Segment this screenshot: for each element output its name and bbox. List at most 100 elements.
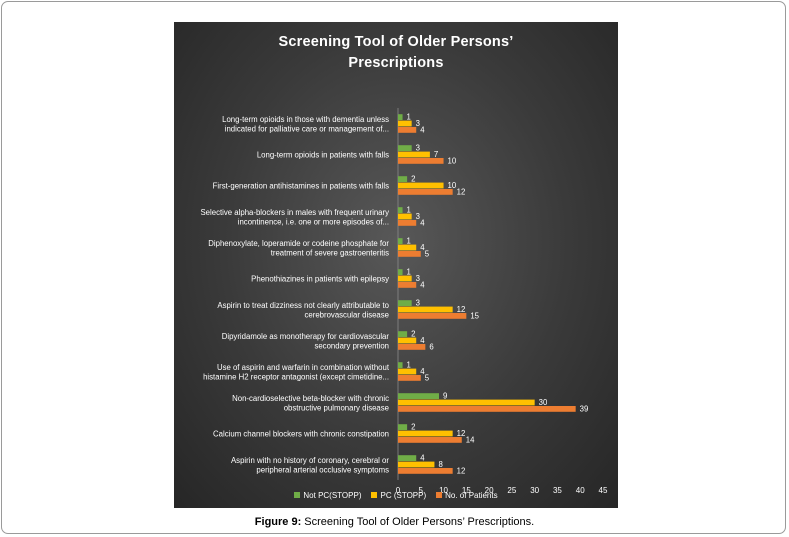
bar-not-pc-stopp: [398, 424, 408, 430]
data-label-no-of-patients: 12: [457, 466, 466, 475]
category-label: Non-cardioselective beta-blocker with ch…: [232, 394, 389, 403]
bar-pc-stopp: [398, 244, 417, 251]
data-label-not-pc-stopp: 3: [416, 299, 420, 308]
bar-no-of-patients: [398, 468, 453, 474]
bar-chart: Long-term opioids in those with dementia…: [200, 108, 608, 495]
category-label: Selective alpha-blockers in males with f…: [200, 208, 389, 217]
data-label-not-pc-stopp: 1: [407, 361, 411, 370]
category-label: incontinence, i.e. one or more episodes …: [238, 217, 389, 226]
caption-label: Figure 9:: [254, 516, 302, 528]
bar-not-pc-stopp: [398, 114, 403, 120]
data-label-not-pc-stopp: 2: [411, 423, 415, 432]
category-label: Calcium channel blockers with chronic co…: [213, 430, 389, 439]
chart-title-line-1: Screening Tool of Older Persons’: [278, 34, 514, 50]
bar-not-pc-stopp: [398, 238, 403, 244]
data-label-no-of-patients: 5: [425, 249, 430, 258]
data-label-pc-stopp: 10: [448, 181, 457, 190]
data-label-pc-stopp: 4: [420, 367, 425, 376]
category-label: peripheral arterial occlusive symptoms: [256, 465, 389, 474]
category-label: indicated for palliative care or managem…: [225, 124, 389, 133]
data-label-pc-stopp: 12: [457, 429, 466, 438]
data-label-no-of-patients: 14: [466, 435, 475, 444]
data-label-no-of-patients: 5: [425, 373, 430, 382]
legend-label-pc: PC (STOPP): [380, 490, 427, 500]
data-label-no-of-patients: 12: [457, 187, 466, 196]
data-label-not-pc-stopp: 1: [407, 113, 411, 122]
bar-no-of-patients: [398, 313, 467, 319]
data-label-no-of-patients: 4: [420, 125, 425, 134]
data-label-pc-stopp: 4: [420, 336, 425, 345]
x-tick-label: 35: [553, 486, 562, 495]
bar-pc-stopp: [398, 151, 430, 158]
category-label: histamine H2 receptor antagonist (except…: [203, 372, 389, 381]
bar-not-pc-stopp: [398, 145, 412, 151]
chart-title-line-2: Prescriptions: [348, 55, 444, 71]
bar-pc-stopp: [398, 430, 453, 437]
bar-not-pc-stopp: [398, 269, 403, 275]
data-label-no-of-patients: 6: [429, 342, 433, 351]
data-label-pc-stopp: 3: [416, 274, 420, 283]
bar-not-pc-stopp: [398, 207, 403, 213]
legend-label-not-pc: Not PC(STOPP): [303, 490, 362, 500]
data-label-no-of-patients: 10: [448, 156, 457, 165]
legend-item-patients: No. of Patients: [436, 491, 498, 500]
bar-pc-stopp: [398, 120, 412, 127]
category-label: Long-term opioids in those with dementia…: [222, 115, 389, 124]
data-label-pc-stopp: 12: [457, 305, 466, 314]
data-label-pc-stopp: 30: [539, 398, 548, 407]
chart-area: Screening Tool of Older Persons’ Prescri…: [174, 22, 618, 508]
bar-no-of-patients: [398, 437, 462, 443]
bar-pc-stopp: [398, 368, 417, 375]
bar-pc-stopp: [398, 213, 412, 220]
bar-pc-stopp: [398, 306, 453, 313]
category-label: Diphenoxylate, loperamide or codeine pho…: [208, 239, 389, 248]
bar-no-of-patients: [398, 251, 421, 257]
data-label-not-pc-stopp: 3: [416, 144, 420, 153]
category-label: First-generation antihistamines in patie…: [213, 182, 389, 191]
x-tick-label: 20: [485, 486, 494, 495]
data-label-pc-stopp: 4: [420, 243, 425, 252]
data-label-pc-stopp: 3: [416, 119, 420, 128]
bar-not-pc-stopp: [398, 300, 412, 306]
x-tick-label: 45: [599, 486, 608, 495]
x-tick-label: 25: [507, 486, 516, 495]
data-label-not-pc-stopp: 9: [443, 392, 447, 401]
data-label-not-pc-stopp: 1: [407, 237, 411, 246]
bar-not-pc-stopp: [398, 176, 408, 182]
figure-caption: Figure 9: Screening Tool of Older Person…: [2, 516, 787, 528]
chart-legend: Not PC(STOPP) PC (STOPP) No. of Patients: [174, 488, 618, 502]
bar-no-of-patients: [398, 127, 417, 133]
bar-not-pc-stopp: [398, 455, 417, 461]
category-label: Dipyridamole as monotherapy for cardiova…: [222, 332, 390, 341]
x-tick-label: 30: [530, 486, 539, 495]
category-label: Aspirin to treat dizziness not clearly a…: [217, 301, 389, 310]
data-label-pc-stopp: 8: [438, 460, 442, 469]
legend-swatch-patients: [436, 492, 443, 498]
bar-no-of-patients: [398, 282, 417, 288]
data-label-no-of-patients: 15: [470, 311, 479, 320]
bar-no-of-patients: [398, 189, 453, 195]
legend-swatch-pc: [371, 492, 378, 498]
bar-no-of-patients: [398, 375, 421, 381]
data-label-not-pc-stopp: 2: [411, 175, 415, 184]
bar-pc-stopp: [398, 275, 412, 282]
data-label-pc-stopp: 7: [434, 150, 438, 159]
x-tick-label: 15: [462, 486, 471, 495]
x-tick-label: 0: [396, 486, 401, 495]
category-label: Aspirin with no history of coronary, cer…: [231, 456, 389, 465]
category-label: cerebrovascular disease: [304, 310, 389, 319]
data-label-no-of-patients: 39: [580, 404, 589, 413]
x-tick-label: 5: [419, 486, 424, 495]
data-label-not-pc-stopp: 2: [411, 330, 415, 339]
bar-pc-stopp: [398, 399, 535, 406]
category-label: treatment of severe gastroenteritis: [271, 248, 389, 257]
category-label: Long-term opioids in patients with falls: [257, 151, 389, 160]
category-label: obstructive pulmonary disease: [284, 403, 389, 412]
category-label: Use of aspirin and warfarin in combinati…: [217, 363, 390, 372]
category-label: Phenothiazines in patients with epilepsy: [251, 275, 389, 284]
data-label-not-pc-stopp: 4: [420, 454, 425, 463]
data-label-not-pc-stopp: 1: [407, 268, 411, 277]
bar-not-pc-stopp: [398, 362, 403, 368]
bar-pc-stopp: [398, 337, 417, 344]
